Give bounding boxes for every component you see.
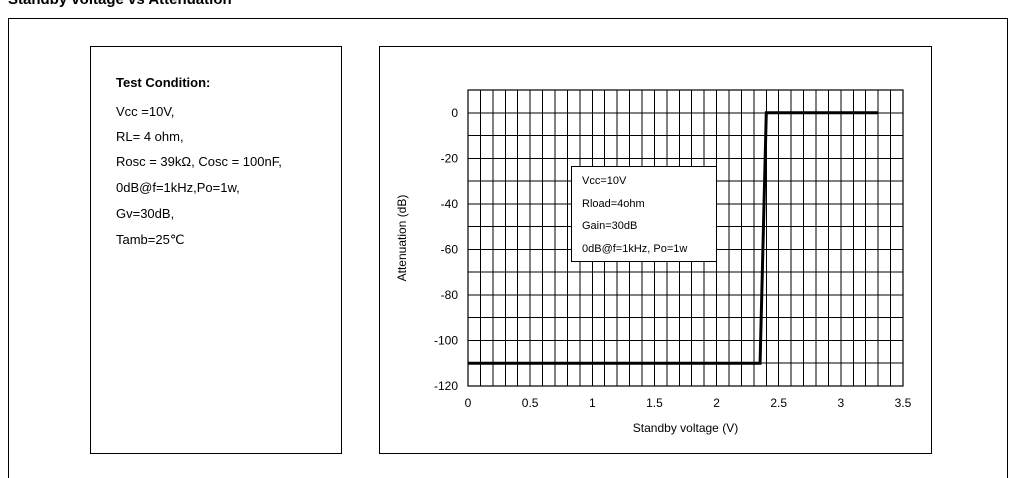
x-tick-label: 0	[465, 396, 472, 410]
chart-legend: Vcc=10V Rload=4ohm Gain=30dB 0dB@f=1kHz,…	[571, 166, 717, 262]
condition-line: Gv=30dB,	[116, 206, 175, 221]
legend-line: Vcc=10V	[582, 175, 627, 187]
y-tick-label: -60	[441, 242, 459, 256]
legend-line: Rload=4ohm	[582, 198, 645, 210]
y-tick-label: -80	[441, 288, 459, 302]
x-tick-label: 2.5	[770, 396, 787, 410]
condition-line: Vcc =10V,	[116, 104, 175, 119]
x-axis-label: Standby voltage (V)	[633, 421, 738, 435]
x-tick-label: 0.5	[522, 396, 539, 410]
series-line	[468, 111, 879, 365]
test-condition-title: Test Condition:	[116, 75, 211, 90]
figure-frame	[8, 18, 1008, 478]
y-tick-label: -120	[434, 379, 458, 393]
y-tick-label: -100	[434, 333, 458, 347]
x-tick-label: 3.5	[895, 396, 912, 410]
x-tick-label: 1	[589, 396, 596, 410]
x-tick-label: 1.5	[646, 396, 663, 410]
y-tick-label: 0	[451, 106, 458, 120]
legend-line: Gain=30dB	[582, 220, 638, 232]
condition-line: Tamb=25℃	[116, 232, 185, 247]
figure-header: Standby voltage vs Attenuation	[0, 0, 1016, 16]
condition-line: Rosc = 39kΩ, Cosc = 100nF,	[116, 154, 282, 169]
test-condition-panel: Test Condition: Vcc =10V, RL= 4 ohm, Ros…	[90, 46, 342, 454]
y-tick-label: -20	[441, 151, 459, 165]
figure-title: Standby voltage vs Attenuation	[8, 0, 232, 8]
x-tick-label: 2	[713, 396, 720, 410]
condition-line: RL= 4 ohm,	[116, 129, 184, 144]
legend-line: 0dB@f=1kHz, Po=1w	[582, 243, 688, 255]
plot-area-border	[467, 89, 904, 387]
x-tick-label: 3	[838, 396, 845, 410]
y-tick-label: -40	[441, 197, 459, 211]
y-axis-label: Attenuation (dB)	[395, 195, 409, 282]
chart-panel: 0 0.5 1 1.5 2 2.5 3 3.5 0 -20 -40 -60 -80 -100 -120 Sta…	[379, 46, 932, 454]
condition-line: 0dB@f=1kHz,Po=1w,	[116, 180, 240, 195]
